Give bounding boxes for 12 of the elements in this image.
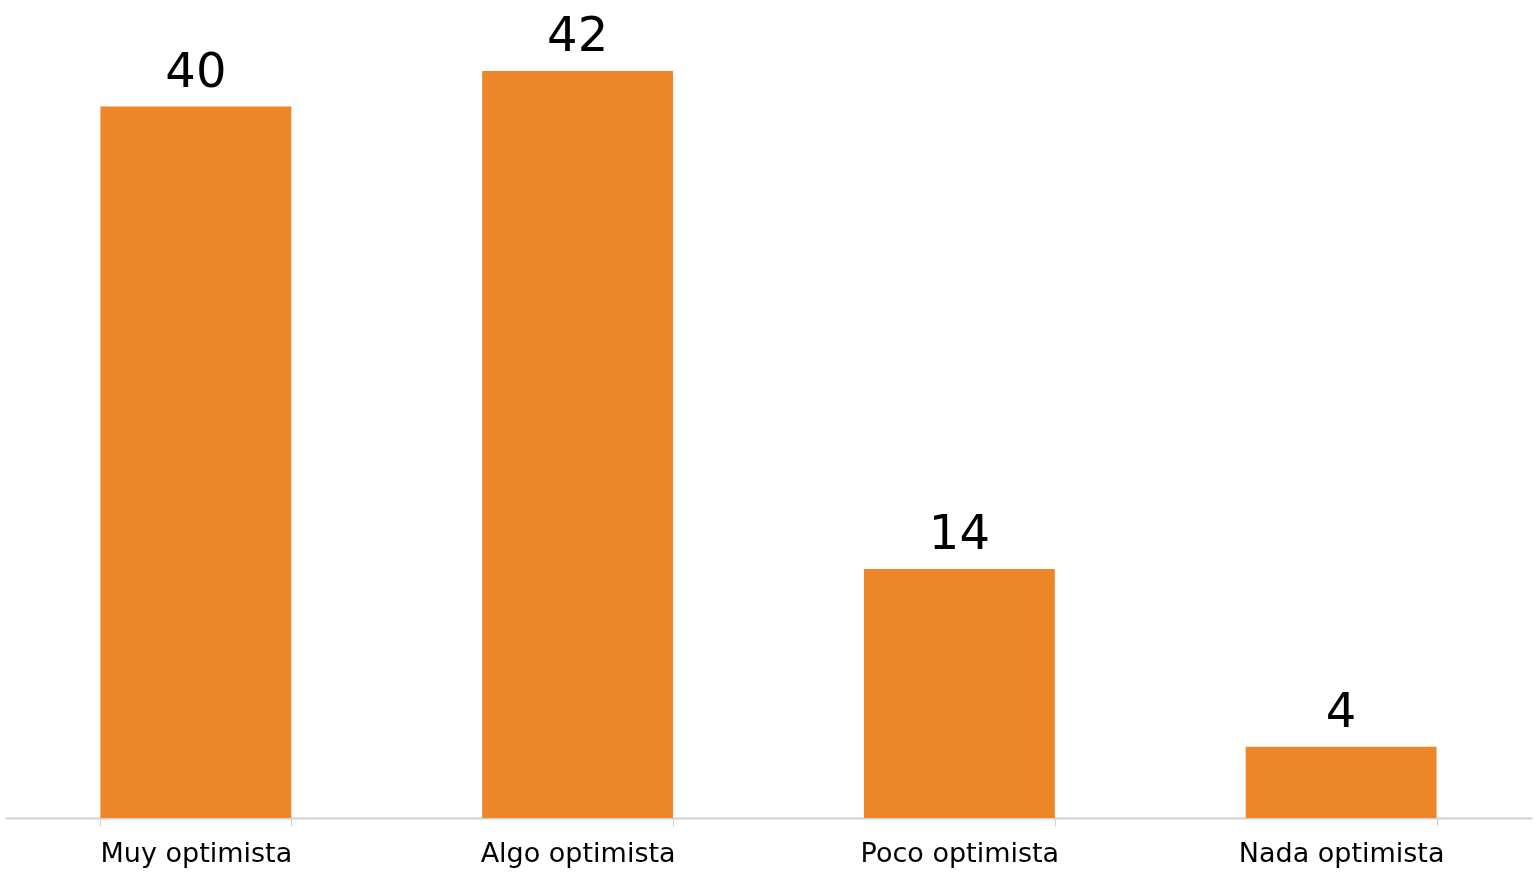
data-label: 42 <box>547 6 609 62</box>
bar <box>1245 746 1437 818</box>
data-label: 4 <box>1325 681 1357 738</box>
x-tick-label: Poco optimista <box>860 836 1060 868</box>
x-tick-label: Muy optimista <box>100 836 293 868</box>
data-label: 14 <box>928 504 990 560</box>
bar <box>482 71 674 818</box>
data-label: 40 <box>165 41 227 98</box>
x-tick-label: Algo optimista <box>480 836 676 868</box>
x-tick-label: Nada optimista <box>1238 836 1445 868</box>
bar <box>100 106 292 818</box>
bar <box>863 569 1055 818</box>
